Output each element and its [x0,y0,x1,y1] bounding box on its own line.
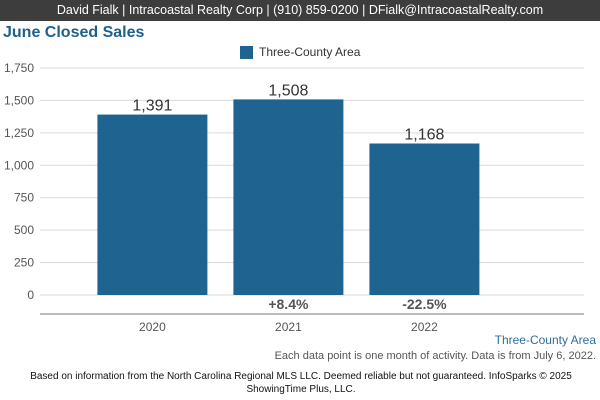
y-tick-label: 500 [14,223,34,237]
legend-swatch [240,45,253,59]
bar [369,143,480,295]
x-tick-label: 2020 [139,320,166,334]
area-label: Three-County Area [494,333,596,347]
y-tick-label: 1,250 [4,126,34,140]
bar [233,99,344,295]
x-tick-label: 2022 [411,320,438,334]
legend-label: Three-County Area [259,45,361,59]
change-label: -22.5% [402,296,447,312]
data-note: Each data point is one month of activity… [274,350,596,362]
bar [97,114,208,295]
y-tick-label: 1,500 [4,93,34,107]
y-tick-label: 1,000 [4,158,34,172]
chart-title: June Closed Sales [3,24,145,41]
y-tick-label: 750 [14,191,34,205]
disclaimer: Based on information from the North Caro… [30,371,572,395]
change-label: +8.4% [268,296,309,312]
bar-value-label: 1,508 [268,82,308,99]
x-tick-label: 2021 [275,320,302,334]
y-tick-label: 1,750 [4,61,34,75]
agent-banner: David Fialk | Intracoastal Realty Corp |… [0,0,600,21]
bar-value-label: 1,168 [404,126,444,143]
chart-legend: Three-County Area [240,45,360,59]
bar-value-label: 1,391 [132,98,172,115]
y-tick-label: 250 [14,256,34,270]
y-tick-label: 0 [27,288,34,302]
